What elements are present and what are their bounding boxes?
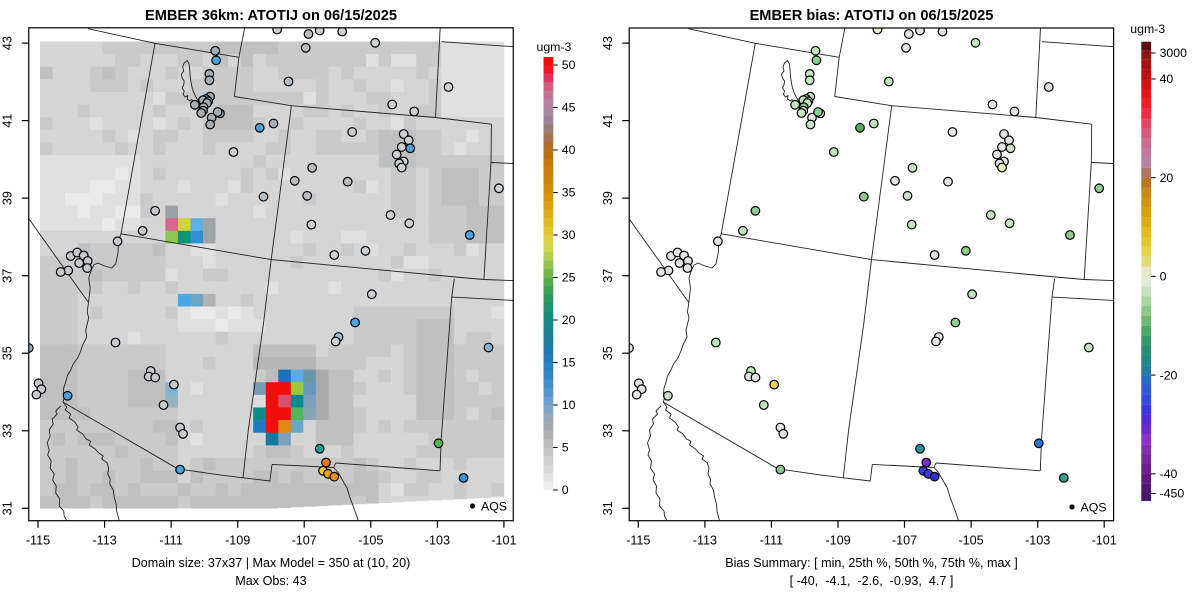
svg-text:20: 20 <box>1160 171 1174 185</box>
svg-text:37: 37 <box>0 269 14 283</box>
svg-text:-115: -115 <box>626 534 650 548</box>
svg-text:39: 39 <box>601 191 615 205</box>
svg-text:-450: -450 <box>1160 487 1185 501</box>
svg-text:5: 5 <box>562 441 569 455</box>
svg-text:AQS: AQS <box>1081 501 1107 515</box>
svg-text:Max Obs: 43: Max Obs: 43 <box>235 574 306 588</box>
svg-text:-101: -101 <box>1092 534 1117 548</box>
svg-text:50: 50 <box>562 58 576 72</box>
svg-text:35: 35 <box>562 186 576 200</box>
svg-text:-105: -105 <box>958 534 983 548</box>
svg-text:39: 39 <box>1 191 15 205</box>
svg-text:35: 35 <box>0 346 14 360</box>
svg-text:AQS: AQS <box>481 500 507 514</box>
svg-text:ugm-3: ugm-3 <box>1130 22 1165 36</box>
svg-text:-40: -40 <box>1160 467 1178 481</box>
svg-text:43: 43 <box>0 36 14 50</box>
svg-text:-111: -111 <box>159 534 182 548</box>
svg-text:-20: -20 <box>1160 368 1178 382</box>
svg-text:-107: -107 <box>892 534 917 548</box>
svg-text:33: 33 <box>0 424 14 438</box>
svg-text:25: 25 <box>562 271 576 285</box>
svg-text:EMBER bias: ATOTIJ on 06/15/20: EMBER bias: ATOTIJ on 06/15/2025 <box>750 8 994 24</box>
svg-text:-111: -111 <box>760 534 783 548</box>
svg-text:43: 43 <box>601 36 615 50</box>
svg-text:EMBER 36km: ATOTIJ on 06/15/20: EMBER 36km: ATOTIJ on 06/15/2025 <box>145 8 397 24</box>
svg-text:40: 40 <box>562 143 576 157</box>
svg-text:45: 45 <box>562 101 576 115</box>
svg-text:33: 33 <box>601 424 615 438</box>
svg-text:-113: -113 <box>92 534 116 548</box>
svg-text:15: 15 <box>562 356 576 370</box>
svg-text:-101: -101 <box>491 534 516 548</box>
svg-text:-103: -103 <box>425 534 450 548</box>
svg-text:41: 41 <box>601 114 615 128</box>
svg-text:Domain size: 37x37 | Max Model: Domain size: 37x37 | Max Model = 350 at … <box>132 556 411 570</box>
svg-text:-103: -103 <box>1025 534 1050 548</box>
svg-text:-105: -105 <box>358 534 383 548</box>
svg-text:31: 31 <box>601 501 615 515</box>
svg-text:-107: -107 <box>292 534 317 548</box>
svg-text:3000: 3000 <box>1160 46 1188 60</box>
svg-text:31: 31 <box>0 501 14 515</box>
svg-text:0: 0 <box>1160 270 1167 284</box>
svg-text:-109: -109 <box>225 534 250 548</box>
svg-text:10: 10 <box>562 398 576 412</box>
svg-text:0: 0 <box>562 483 569 497</box>
svg-text:40: 40 <box>1160 72 1174 86</box>
svg-text:[ -40, -4.1, -2.6, -0.93,: [ -40, -4.1, -2.6, -0.93, 4.7 ] <box>790 574 954 588</box>
svg-text:20: 20 <box>562 313 576 327</box>
svg-text:ugm-3: ugm-3 <box>537 40 572 54</box>
svg-text:-115: -115 <box>26 534 50 548</box>
svg-text:-113: -113 <box>693 534 717 548</box>
svg-text:30: 30 <box>562 228 576 242</box>
svg-text:Bias Summary: [ min, 25th %, 5: Bias Summary: [ min, 25th %, 50th %, 75t… <box>725 556 1018 570</box>
svg-text:41: 41 <box>1 114 15 128</box>
svg-text:-109: -109 <box>825 534 850 548</box>
svg-text:35: 35 <box>601 346 615 360</box>
svg-text:37: 37 <box>601 269 615 283</box>
